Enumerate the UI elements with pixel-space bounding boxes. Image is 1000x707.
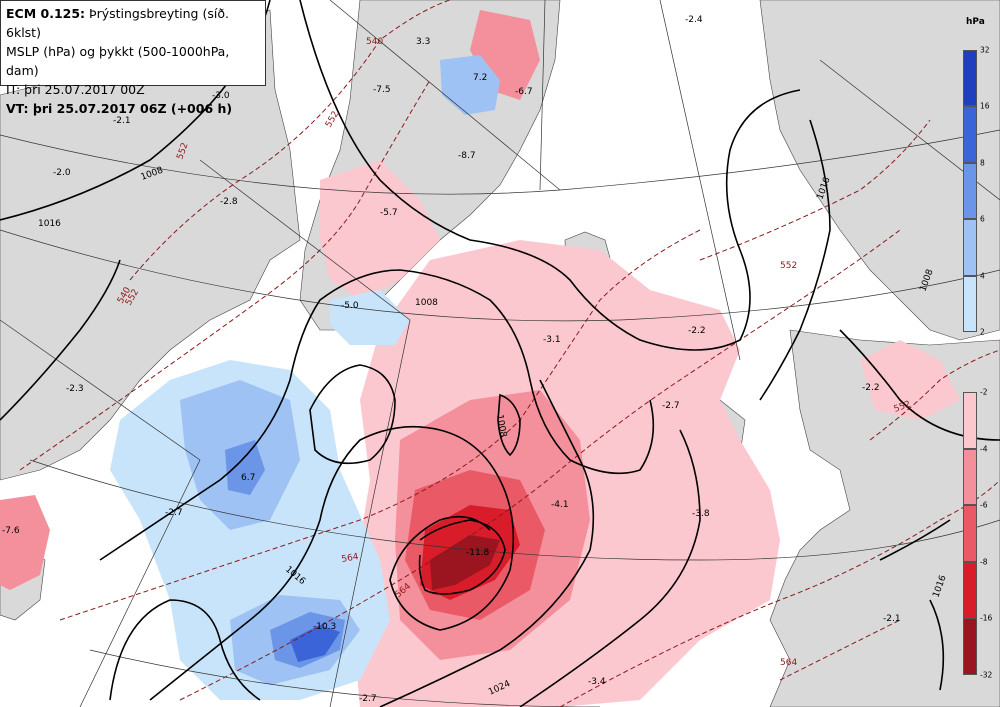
change-value: -5.0: [341, 301, 359, 311]
legend-color-cell: [963, 561, 977, 619]
change-value: -2.4: [685, 15, 703, 25]
thickness-contours: [19, 0, 1000, 707]
title-line-4: VT: þri 25.07.2017 06Z (+006 h): [6, 101, 233, 116]
legend-color-cell: [963, 275, 977, 332]
legend-color-cell: [963, 618, 977, 675]
change-value: -2.7: [359, 694, 377, 704]
change-value: -3.8: [692, 509, 710, 519]
scandinavia-land: [759, 0, 1000, 341]
europe-land: [769, 329, 1000, 707]
title-line-2: MSLP (hPa) og þykkt (500-1000hPa, dam): [6, 44, 230, 78]
legend-color-cell: [963, 392, 977, 449]
legend-color-cell: [963, 106, 977, 163]
title-box: ECM 0.125: Þrýstingsbreyting (síð. 6klst…: [0, 0, 266, 116]
change-value: -2.2: [688, 326, 706, 336]
change-value: -2.7: [662, 401, 680, 411]
thickness-label: 564: [341, 552, 360, 565]
legend-fall: -2 -4 -6 -8 -16 -32: [963, 388, 992, 680]
legend-tick-label: -2: [980, 387, 988, 397]
rise-greenland-south: [330, 290, 410, 345]
change-value: -3.1: [543, 335, 561, 345]
legend-tick-label: 16: [980, 101, 990, 111]
change-value: 6.7: [241, 473, 255, 483]
change-value: -8.7: [458, 151, 476, 161]
legend-color-cell: [963, 162, 977, 220]
change-value: -11.8: [466, 548, 490, 558]
legend-tick-label: 8: [980, 158, 985, 168]
title-line-1: ECM 0.125: Þrýstingsbreyting (síð. 6klst…: [6, 4, 260, 42]
rise-greenland: [440, 55, 500, 115]
fall-norway: [860, 340, 960, 420]
change-value: -2.3: [66, 384, 84, 394]
change-value: -3.0: [212, 91, 230, 101]
isobar-label: 1008: [415, 298, 438, 308]
pressure-rise-shading: [110, 55, 500, 700]
change-value: 7.2: [473, 73, 487, 83]
change-value: -2.0: [53, 168, 71, 178]
legend-tick-label: 6: [980, 214, 985, 224]
legend-tick-label: -16: [980, 613, 993, 623]
change-value: 3.3: [416, 37, 430, 47]
legend-tick-label: -32: [980, 670, 993, 680]
change-value: -4.1: [551, 500, 569, 510]
isobar-label: 1008: [494, 414, 508, 439]
change-value: -2.7: [165, 508, 183, 518]
legend-tick-label: -6: [980, 500, 988, 510]
title-line-3: IT: þri 25.07.2017 00Z: [6, 82, 145, 97]
thickness-label: 540: [366, 37, 383, 47]
pressure-fall-shading: [0, 10, 960, 707]
legend-color-cell: [963, 50, 977, 107]
fall-area-16: [430, 535, 500, 590]
change-value: -3.4: [588, 677, 606, 687]
legend-tick-label: -8: [980, 557, 988, 567]
change-value: -2.2: [862, 383, 880, 393]
legend-tick-label: 2: [980, 327, 985, 337]
change-value: -5.7: [380, 208, 398, 218]
change-value: -10.3: [313, 622, 336, 632]
change-value: -7.6: [2, 526, 20, 536]
model-name: ECM 0.125:: [6, 6, 86, 21]
change-value: -7.5: [373, 85, 391, 95]
thickness-label: 564: [780, 658, 797, 668]
change-value: -2.1: [883, 614, 901, 624]
change-value-labels: -3.0 -2.1 -2.0 -2.8 3.3 7.2 -2.4 -6.7 -7…: [2, 15, 901, 704]
legend-rise: 32 16 8 6 4 2: [963, 46, 990, 337]
fall-greenland-east: [320, 160, 440, 300]
rise-area-6-west: [225, 440, 265, 495]
legend-color-cell: [963, 219, 977, 276]
legend-tick-label: -4: [980, 444, 988, 454]
change-value: -2.8: [220, 197, 238, 207]
isobar-label: 1016: [38, 219, 61, 229]
legend-color-cell: [963, 448, 977, 506]
thickness-label: 552: [780, 261, 797, 271]
legend-tick-label: 4: [980, 271, 985, 281]
legend-unit: hPa: [966, 17, 985, 27]
legend-color-cell: [963, 505, 977, 562]
rise-area-16-south: [290, 625, 340, 662]
fall-labrador: [0, 495, 50, 590]
field-description: Þrýstingsbreyting (síð. 6klst): [6, 6, 229, 40]
change-value: -2.1: [113, 116, 131, 126]
change-value: -6.7: [515, 87, 533, 97]
legend-tick-label: 32: [980, 45, 990, 55]
